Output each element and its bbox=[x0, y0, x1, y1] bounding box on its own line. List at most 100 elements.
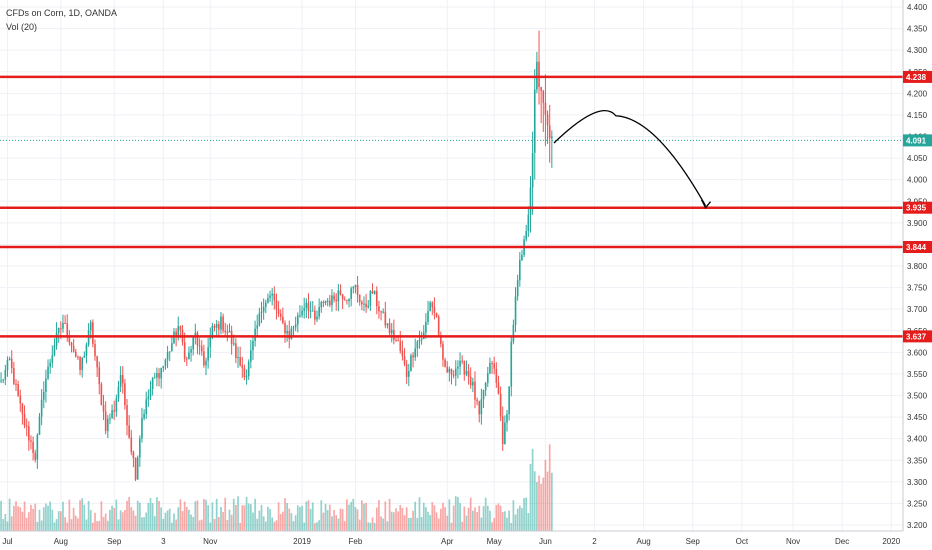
volume-bar bbox=[66, 522, 69, 531]
volume-bar bbox=[64, 517, 66, 531]
volume-bar bbox=[106, 520, 109, 531]
candle-body bbox=[311, 310, 314, 312]
volume-bar bbox=[373, 522, 376, 531]
candle-body bbox=[296, 315, 299, 325]
volume-bar bbox=[25, 517, 28, 531]
candle-body bbox=[358, 294, 361, 303]
candle-body bbox=[348, 298, 350, 302]
candle-body bbox=[6, 359, 9, 371]
candle-body bbox=[275, 300, 278, 310]
candle-body bbox=[49, 362, 51, 367]
candle-body bbox=[540, 86, 542, 91]
volume-bar bbox=[380, 516, 382, 531]
volume-bar bbox=[235, 505, 237, 531]
volume-bar bbox=[220, 507, 222, 531]
candle-body bbox=[175, 331, 177, 336]
volume-bar bbox=[463, 506, 466, 531]
candle-body bbox=[527, 214, 530, 232]
candle-body bbox=[89, 322, 92, 331]
volume-bar bbox=[527, 513, 530, 531]
candle-body bbox=[324, 300, 327, 303]
volume-bar bbox=[331, 516, 333, 531]
volume-bar bbox=[113, 507, 116, 531]
volume-bar bbox=[350, 502, 353, 531]
price-tick-label: 3.300 bbox=[907, 478, 928, 487]
candle-body bbox=[463, 361, 466, 375]
volume-bar bbox=[393, 512, 395, 531]
volume-bar bbox=[207, 505, 209, 531]
candle-body bbox=[96, 356, 98, 368]
candle-body bbox=[457, 366, 459, 369]
volume-bar bbox=[529, 463, 532, 531]
candle-body bbox=[23, 413, 26, 426]
candle-body bbox=[252, 340, 254, 351]
price-tick-label: 3.750 bbox=[907, 284, 928, 293]
candle-body bbox=[433, 307, 436, 313]
candle-body bbox=[350, 288, 352, 299]
candle-body bbox=[346, 299, 348, 302]
volume-bar bbox=[446, 515, 449, 531]
volume-bar bbox=[49, 501, 52, 531]
candle-body bbox=[510, 341, 513, 387]
candle-body bbox=[538, 61, 540, 87]
candle-body bbox=[546, 114, 549, 126]
candle-body bbox=[130, 437, 133, 453]
projection-arrowhead bbox=[700, 199, 712, 209]
candle-body bbox=[551, 136, 553, 139]
volume-bar bbox=[356, 509, 359, 531]
time-tick-label: Sep bbox=[686, 537, 701, 546]
candle-body bbox=[235, 343, 237, 358]
volume-bar bbox=[4, 513, 7, 531]
volume-bar bbox=[277, 502, 280, 531]
candle-body bbox=[85, 344, 88, 356]
candle-body bbox=[282, 316, 284, 323]
candle-body bbox=[10, 358, 13, 369]
volume-bar bbox=[141, 517, 143, 531]
candle-body bbox=[40, 399, 43, 417]
volume-bar bbox=[175, 519, 177, 531]
candle-body bbox=[397, 340, 399, 342]
candle-body bbox=[262, 306, 265, 312]
current-price-label: 4.091 bbox=[906, 136, 927, 145]
candle-body bbox=[521, 254, 523, 261]
candle-body bbox=[149, 388, 152, 397]
volume-bar bbox=[247, 503, 250, 531]
volume-bar bbox=[309, 508, 312, 531]
volume-bar bbox=[429, 515, 432, 531]
candle-body bbox=[386, 323, 389, 326]
candle-body bbox=[461, 360, 463, 362]
volume-bar bbox=[40, 520, 43, 531]
volume-bar bbox=[98, 521, 101, 531]
volume-bar bbox=[158, 501, 160, 531]
volume-bar bbox=[292, 521, 295, 531]
candle-body bbox=[427, 311, 429, 322]
grid-lines bbox=[0, 0, 903, 531]
candle-body bbox=[361, 302, 363, 305]
candle-body bbox=[525, 231, 528, 240]
volume-bar bbox=[15, 501, 17, 531]
price-tick-label: 3.400 bbox=[907, 435, 928, 444]
time-tick-label: 3 bbox=[161, 537, 166, 546]
volume-bar bbox=[102, 517, 105, 531]
candle-body bbox=[303, 308, 306, 311]
volume-bar bbox=[111, 505, 113, 531]
volume-bar bbox=[232, 498, 235, 531]
candle-body bbox=[21, 403, 24, 414]
volume-bar bbox=[104, 513, 107, 531]
volume-bar bbox=[461, 521, 464, 531]
volume-bar bbox=[85, 519, 88, 531]
volume-bar bbox=[288, 508, 291, 531]
candle-body bbox=[390, 329, 393, 334]
candle-body bbox=[412, 355, 414, 358]
candle-body bbox=[288, 330, 291, 339]
volume-bar bbox=[390, 511, 393, 531]
candle-body bbox=[77, 356, 79, 358]
candle-body bbox=[220, 316, 222, 330]
candle-body bbox=[536, 61, 538, 90]
candle-body bbox=[365, 303, 367, 308]
candle-body bbox=[467, 370, 470, 377]
volume-bar bbox=[153, 516, 156, 531]
candle-body bbox=[19, 395, 22, 404]
candle-body bbox=[164, 359, 167, 366]
